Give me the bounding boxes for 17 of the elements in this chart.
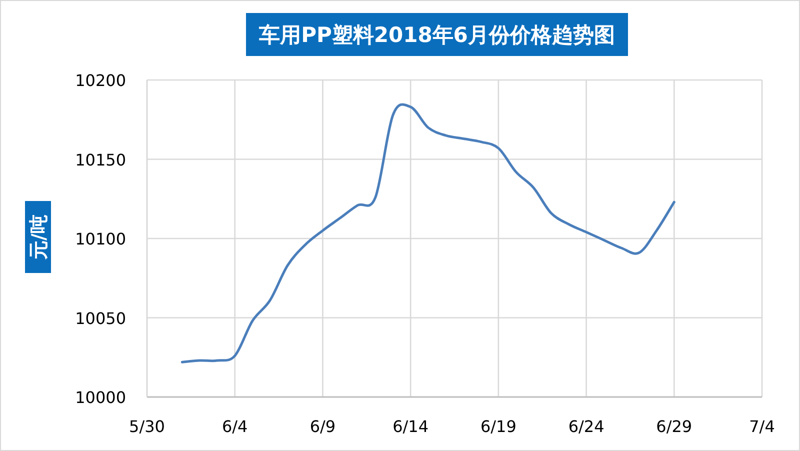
chart-title: 车用PP塑料2018年6月份价格趋势图 [258, 23, 615, 47]
y-tick-label: 10100 [75, 230, 126, 248]
x-tick-label: 6/14 [392, 417, 429, 436]
y-tick-label: 10050 [75, 308, 126, 328]
x-tick-label: 6/19 [480, 417, 516, 436]
x-tick-label: 6/29 [656, 417, 692, 436]
y-tick-label: 10150 [75, 150, 126, 170]
y-tick-label: 10200 [75, 71, 126, 90]
x-tick-label: 6/24 [568, 417, 604, 436]
x-tick-label: 6/9 [310, 417, 336, 436]
ylabel: 元/吨 [25, 201, 51, 273]
x-tick-label: 7/4 [749, 417, 775, 436]
x-tick-label: 5/30 [129, 417, 165, 436]
title: 车用PP塑料2018年6月份价格趋势图 [246, 13, 628, 56]
x-tick-label: 6/4 [222, 417, 248, 436]
y-tick-label: 10000 [75, 388, 126, 407]
y-axis-title: 元/吨 [28, 214, 50, 260]
